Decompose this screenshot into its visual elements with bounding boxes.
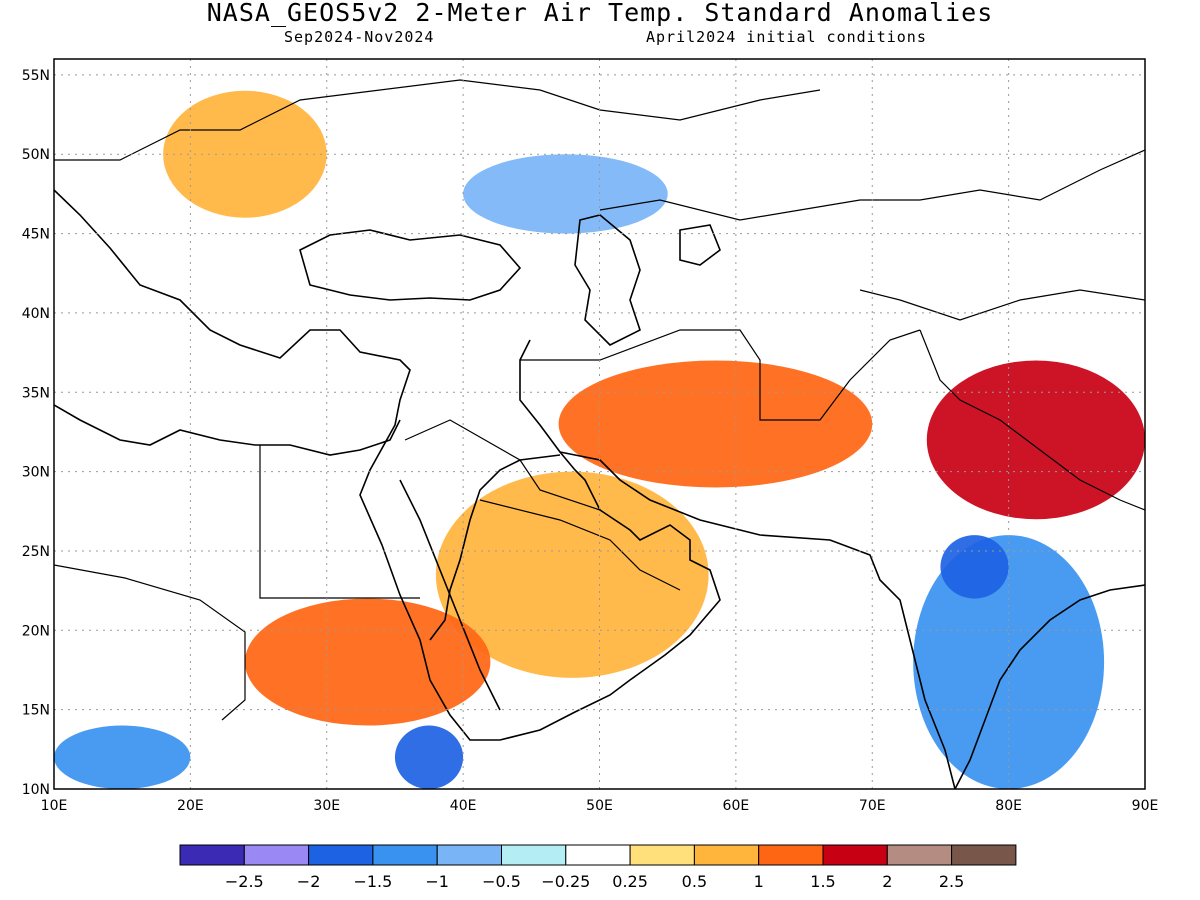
colorbar-bin (758, 844, 824, 866)
lat-tick-label: 30N (22, 465, 50, 481)
colorbar-bin (372, 844, 438, 866)
lat-tick-label: 40N (22, 306, 50, 322)
colorbar-label: −2 (297, 872, 321, 891)
colorbar-label: 2 (882, 872, 892, 891)
colorbar-label: 1 (754, 872, 764, 891)
lat-tick-label: 55N (22, 68, 50, 84)
colorbar-label: −1.5 (353, 872, 392, 891)
colorbar-label: −2.5 (225, 872, 264, 891)
lat-tick-label: 15N (22, 703, 50, 719)
anomaly-region-3 (435, 471, 709, 678)
anomaly-region-2 (558, 360, 873, 488)
anomaly-region-1 (463, 154, 668, 234)
colorbar-label: 0.25 (612, 872, 648, 891)
anomaly-region-9 (244, 598, 491, 726)
lon-tick-label: 90E (1132, 798, 1159, 814)
lon-tick-label: 60E (723, 798, 750, 814)
lat-tick-label: 35N (22, 385, 50, 401)
colorbar-bin (886, 844, 953, 866)
initial-conditions: April2024 initial conditions (646, 28, 927, 46)
colorbar-bin (822, 844, 888, 866)
lon-tick-label: 30E (313, 798, 340, 814)
lat-tick-label: 45N (22, 227, 50, 243)
lat-tick-label: 10N (22, 782, 50, 798)
colorbar-bin (629, 844, 695, 866)
chart-title: NASA_GEOS5v2 2-Meter Air Temp. Standard … (206, 0, 994, 27)
lat-tick-label: 50N (22, 147, 50, 163)
colorbar-bin (951, 844, 1017, 866)
anomaly-region-10 (54, 312, 395, 472)
colorbar-label: 1.5 (810, 872, 835, 891)
lon-tick-label: 40E (450, 798, 477, 814)
colorbar-bin (501, 844, 567, 866)
colorbar-bin (243, 844, 310, 866)
colorbar-bin (436, 844, 503, 866)
lat-tick-label: 20N (22, 623, 50, 639)
colorbar-bin (693, 844, 760, 866)
lon-tick-label: 10E (41, 798, 68, 814)
colorbar-label: 2.5 (939, 872, 964, 891)
lon-tick-label: 50E (586, 798, 613, 814)
forecast-period: Sep2024-Nov2024 (284, 28, 435, 46)
colorbar: −2.5 −2 −1.5 −1 −0.5 −0.25 0.25 0.5 1 1.5 2 2.5 (179, 844, 1017, 891)
latitude-tick-labels: 10N 15N 20N 25N 30N 35N 40N 45N 50N 55N (22, 68, 50, 798)
colorbar-bin (179, 844, 245, 866)
colorbar-label: −0.25 (541, 872, 590, 891)
anomaly-region-7 (394, 725, 464, 789)
colorbar-bin (565, 844, 631, 866)
lon-tick-label: 70E (859, 798, 886, 814)
colorbar-bin (308, 844, 374, 866)
colorbar-label: −1 (425, 872, 449, 891)
lon-tick-label: 20E (177, 798, 204, 814)
lat-lon-grid (54, 59, 1145, 789)
lon-tick-label: 80E (995, 798, 1022, 814)
coastlines-borders (54, 79, 1145, 789)
anomaly-region-6 (940, 535, 1009, 599)
lat-tick-label: 25N (22, 544, 50, 560)
plot-frame (53, 58, 1146, 790)
colorbar-label: 0.5 (682, 872, 707, 891)
anomaly-region-4 (926, 360, 1145, 520)
colorbar-label: −0.5 (482, 872, 521, 891)
anomaly-region-8 (54, 725, 191, 789)
longitude-tick-labels: 10E 20E 30E 40E 50E 60E 70E 80E 90E (41, 798, 1159, 814)
